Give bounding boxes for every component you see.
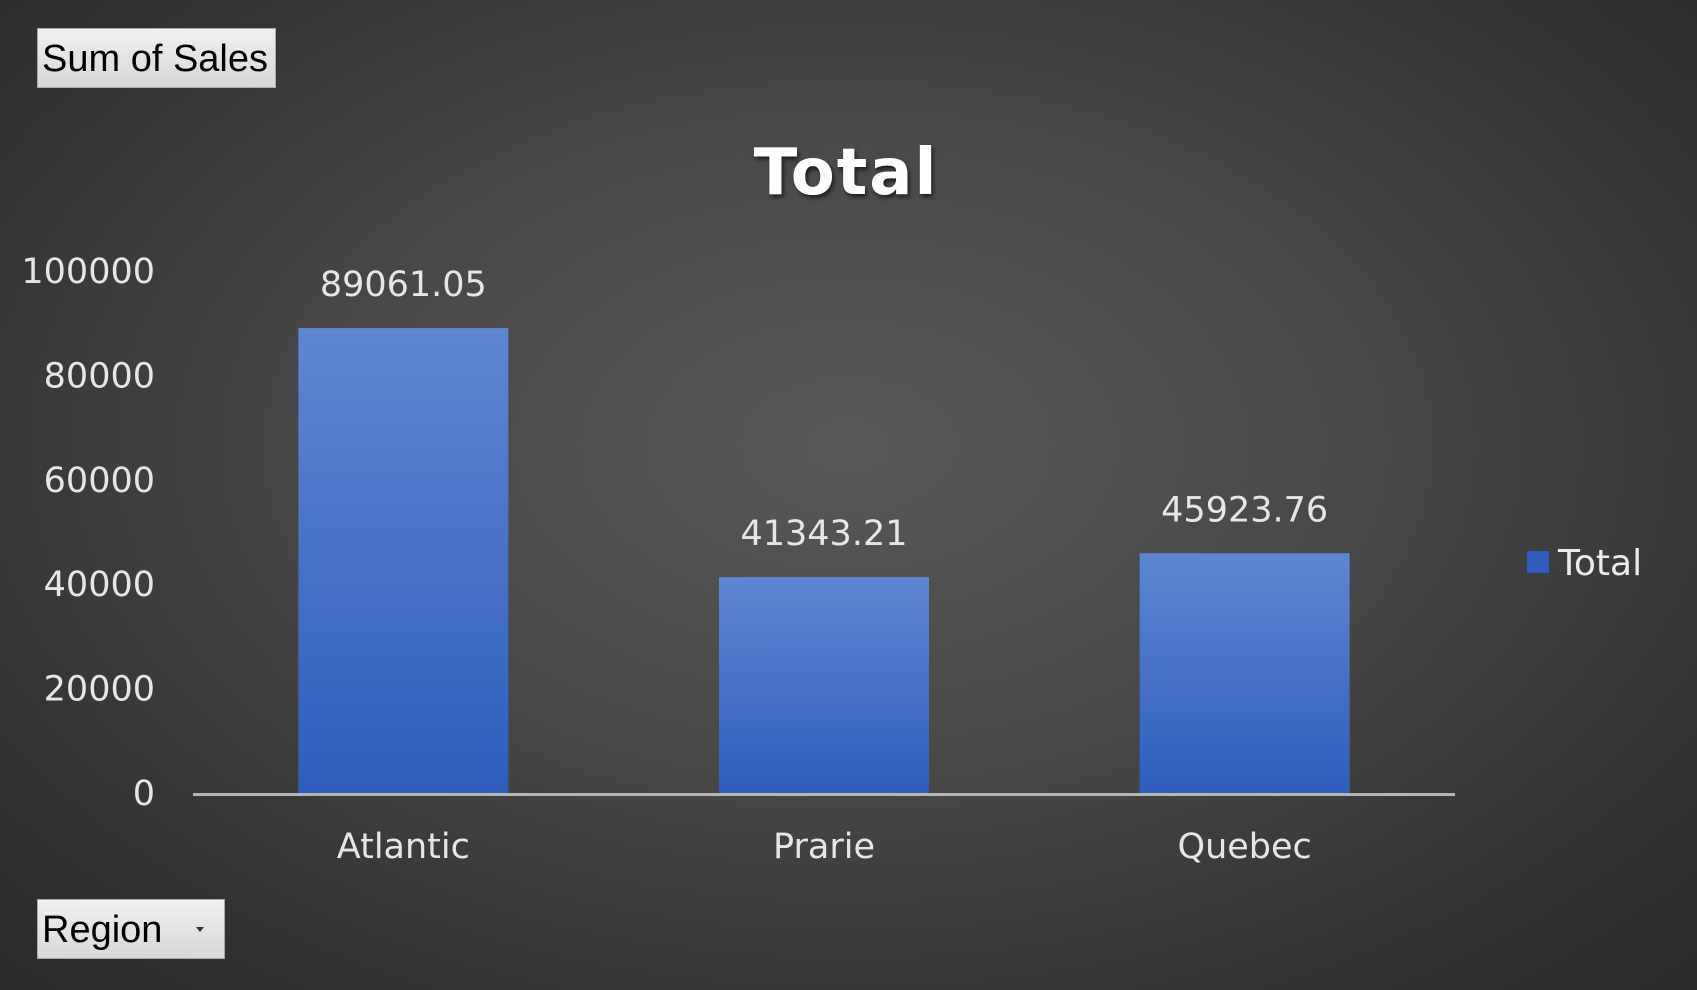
y-tick-label: 40000	[44, 565, 155, 605]
legend-label: Total	[1557, 543, 1642, 584]
x-tick-label: Prarie	[773, 827, 875, 867]
bar	[719, 577, 929, 793]
y-tick-label: 0	[133, 774, 155, 814]
dropdown-arrow-icon[interactable]	[196, 927, 204, 932]
x-axis-ticks: Atlantic Prarie Quebec	[337, 827, 1312, 867]
bars	[298, 328, 1350, 793]
bar	[298, 328, 509, 793]
legend-swatch	[1527, 551, 1549, 573]
x-tick-label: Quebec	[1178, 827, 1312, 867]
y-axis-ticks: 0 20000 40000 60000 80000 100000	[21, 252, 155, 814]
y-tick-label: 100000	[21, 252, 155, 292]
y-tick-label: 80000	[44, 356, 155, 396]
data-label: 45923.76	[1161, 490, 1328, 530]
data-label: 89061.05	[320, 265, 487, 305]
legend: Total	[1527, 543, 1642, 584]
y-tick-label: 60000	[44, 461, 155, 501]
y-tick-label: 20000	[44, 670, 155, 710]
values-field-button[interactable]: Sum of Sales	[37, 28, 276, 88]
bar	[1139, 553, 1350, 793]
values-field-label: Sum of Sales	[42, 38, 268, 80]
chart-title: Total	[754, 136, 939, 210]
axis-field-label: Region	[42, 909, 163, 951]
x-tick-label: Atlantic	[337, 827, 470, 867]
axis-field-button[interactable]: Region	[37, 899, 225, 959]
data-label: 41343.21	[740, 514, 907, 554]
data-labels: 89061.05 41343.21 45923.76	[320, 265, 1328, 554]
